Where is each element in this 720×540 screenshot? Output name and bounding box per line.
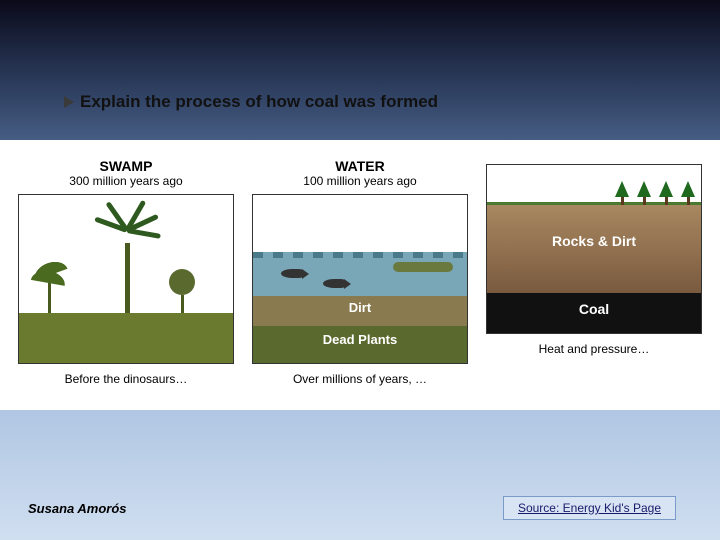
coal-label: Coal (487, 301, 701, 317)
swamp-palm-icon (97, 213, 157, 313)
panel-swamp-heading: SWAMP (100, 158, 153, 174)
panel-water-caption: Over millions of years, … (293, 372, 427, 386)
crocodile-icon (393, 262, 453, 272)
swamp-shrub-icon (169, 269, 195, 313)
author-name: Susana Amorós (28, 501, 127, 516)
panel-swamp-caption: Before the dinosaurs… (65, 372, 188, 386)
swamp-plant-icon (29, 255, 69, 313)
panel-water-subheading: 100 million years ago (303, 174, 416, 188)
wave-icon (253, 252, 467, 258)
panel-coal: Rocks & Dirt Coal Heat and pressure… (486, 158, 702, 356)
rocks-dirt-label: Rocks & Dirt (487, 233, 701, 249)
fish-icon (281, 269, 303, 278)
bullet-arrow-icon (64, 96, 74, 108)
panel-swamp-subheading: 300 million years ago (69, 174, 182, 188)
coal-formation-diagram: SWAMP 300 million years ago (0, 140, 720, 410)
panel-swamp-frame (18, 194, 234, 364)
source-link[interactable]: Source: Energy Kid's Page (503, 496, 676, 520)
dirt-label: Dirt (253, 300, 467, 315)
panel-swamp: SWAMP 300 million years ago (18, 158, 234, 386)
dead-plants-layer: Dead Plants (253, 326, 467, 363)
panel-coal-frame: Rocks & Dirt Coal (486, 164, 702, 334)
fish-icon (323, 279, 345, 288)
pine-tree-icon (659, 181, 673, 205)
pine-tree-icon (681, 181, 695, 205)
water-sky (253, 195, 467, 252)
dead-plants-label: Dead Plants (253, 332, 467, 347)
pine-tree-icon (637, 181, 651, 205)
panel-water: WATER 100 million years ago Dirt Dead Pl… (252, 158, 468, 386)
panel-water-heading: WATER (335, 158, 385, 174)
coal-layer: Coal (487, 293, 701, 333)
panel-water-frame: Dirt Dead Plants (252, 194, 468, 364)
swamp-ground (19, 313, 233, 363)
slide-title-row: Explain the process of how coal was form… (64, 92, 438, 112)
slide-title: Explain the process of how coal was form… (80, 92, 438, 112)
dirt-layer: Dirt (253, 296, 467, 326)
pine-tree-icon (615, 181, 629, 205)
panel-coal-caption: Heat and pressure… (539, 342, 650, 356)
rocks-dirt-layer: Rocks & Dirt (487, 205, 701, 292)
